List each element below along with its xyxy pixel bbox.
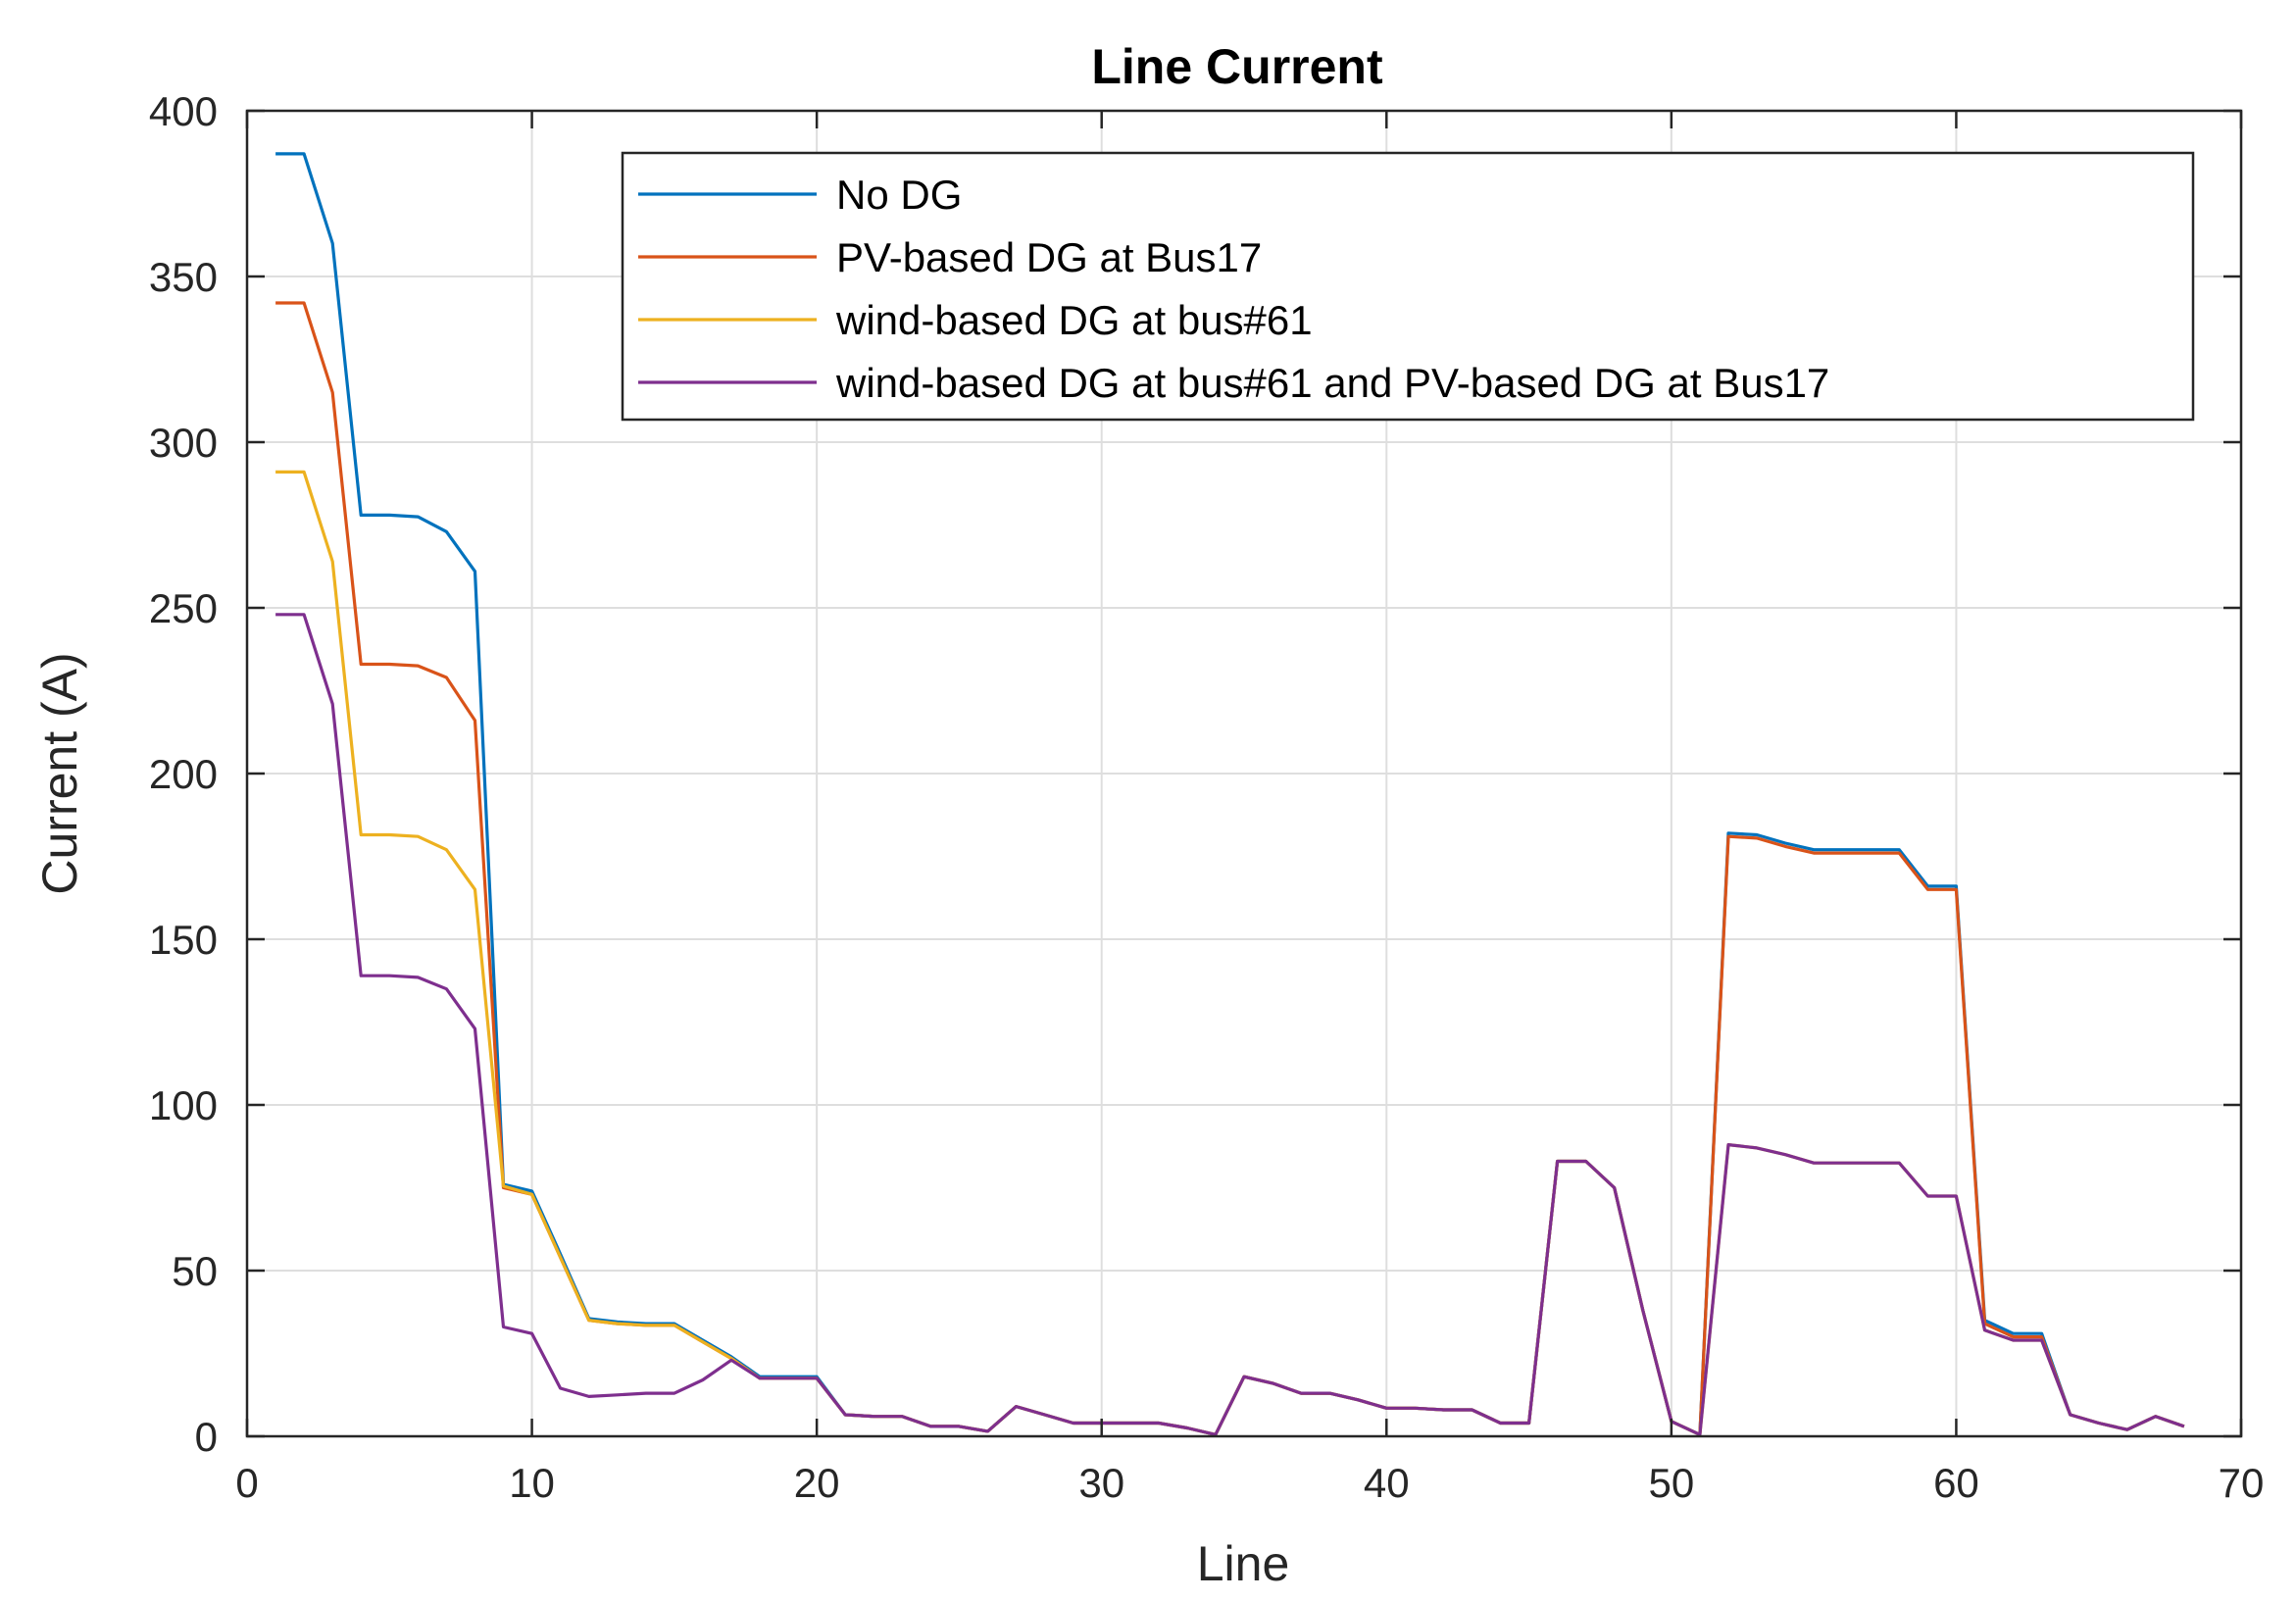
y-tick-label: 400 [149, 88, 218, 134]
y-tick-label: 250 [149, 585, 218, 631]
legend-label-1: No DG [836, 172, 962, 218]
legend-label-4: wind-based DG at bus#61 and PV-based DG … [835, 360, 1829, 406]
ticks: 0 10 20 30 40 50 60 70 0 50 100 150 200 250 300 350 400 [149, 88, 2264, 1506]
x-tick-label: 40 [1364, 1460, 1410, 1506]
y-tick-label: 300 [149, 420, 218, 466]
x-tick-label: 60 [1933, 1460, 1979, 1506]
series-layer [275, 152, 2185, 1436]
x-tick-label: 50 [1648, 1460, 1694, 1506]
legend-label-2: PV-based DG at Bus17 [836, 234, 1262, 280]
y-tick-label: 0 [195, 1414, 218, 1460]
y-tick-label: 350 [149, 254, 218, 300]
x-tick-label: 30 [1078, 1460, 1124, 1506]
legend: No DG PV-based DG at Bus17 wind-based DG … [621, 151, 2195, 422]
y-axis-label: Current (A) [32, 652, 87, 894]
legend-box [621, 151, 2195, 422]
y-tick-label: 100 [149, 1082, 218, 1128]
legend-label-3: wind-based DG at bus#61 [835, 297, 1313, 343]
x-tick-label: 70 [2219, 1460, 2265, 1506]
y-tick-label: 200 [149, 751, 218, 797]
y-tick-label: 150 [149, 917, 218, 963]
x-tick-label: 10 [509, 1460, 555, 1506]
x-tick-label: 20 [794, 1460, 840, 1506]
x-tick-label: 0 [235, 1460, 258, 1506]
chart-title: Line Current [1091, 39, 1383, 94]
y-tick-label: 50 [172, 1248, 218, 1294]
x-axis-label: Line [1197, 1536, 1290, 1591]
series-line-4 [275, 613, 2185, 1436]
